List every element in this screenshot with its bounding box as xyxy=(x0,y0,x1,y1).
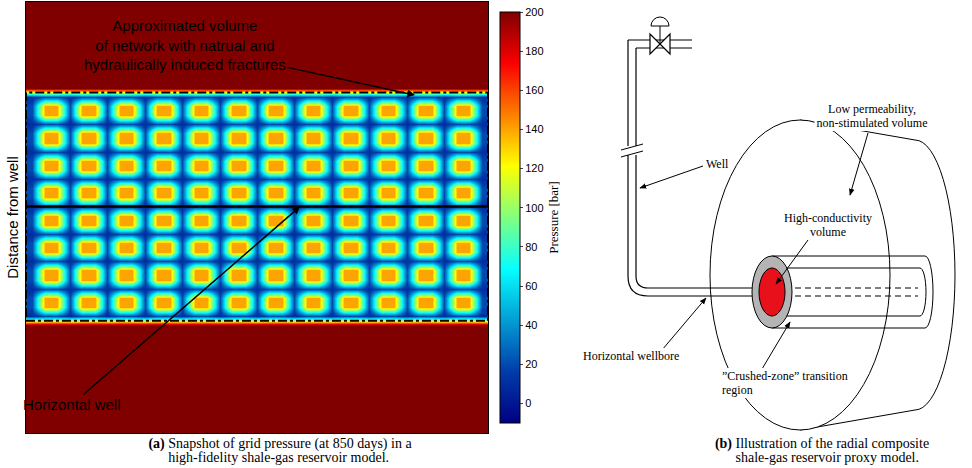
svg-text:140: 140 xyxy=(525,123,543,135)
svg-text:Horizontal wellbore: Horizontal wellbore xyxy=(583,349,679,363)
svg-text:80: 80 xyxy=(525,241,537,253)
svg-text:60: 60 xyxy=(525,280,537,292)
svg-text:High-conductivityvolume: High-conductivityvolume xyxy=(784,211,872,239)
svg-text:100: 100 xyxy=(525,202,543,214)
svg-text:120: 120 xyxy=(525,162,543,174)
svg-text:Low permeability,non-stimulate: Low permeability,non-stimulated volume xyxy=(817,102,928,130)
svg-text:Pressure [bar]: Pressure [bar] xyxy=(546,181,561,254)
svg-text:”Crushed-zone” transitionregio: ”Crushed-zone” transitionregion xyxy=(722,369,848,397)
svg-text:(b)Illustration of the radial: (b)Illustration of the radial composite xyxy=(715,436,929,452)
svg-text:(a)Snapshot of grid pressure (: (a)Snapshot of grid pressure (at 850 day… xyxy=(148,436,412,452)
svg-text:0: 0 xyxy=(525,397,531,409)
svg-text:shale-gas reservoir proxy mode: shale-gas reservoir proxy model. xyxy=(735,450,919,465)
svg-text:180: 180 xyxy=(525,45,543,57)
svg-text:Horizontal well: Horizontal well xyxy=(23,396,121,413)
svg-text:40: 40 xyxy=(525,319,537,331)
svg-text:high-fidelity shale-gas reserv: high-fidelity shale-gas reservoir model. xyxy=(168,450,389,465)
svg-text:Well: Well xyxy=(706,157,729,171)
svg-text:200: 200 xyxy=(525,6,543,18)
svg-text:160: 160 xyxy=(525,84,543,96)
svg-text:Approximated volumeof network: Approximated volumeof network with natru… xyxy=(84,17,286,73)
svg-text:Distance from well: Distance from well xyxy=(4,156,21,279)
svg-text:20: 20 xyxy=(525,358,537,370)
